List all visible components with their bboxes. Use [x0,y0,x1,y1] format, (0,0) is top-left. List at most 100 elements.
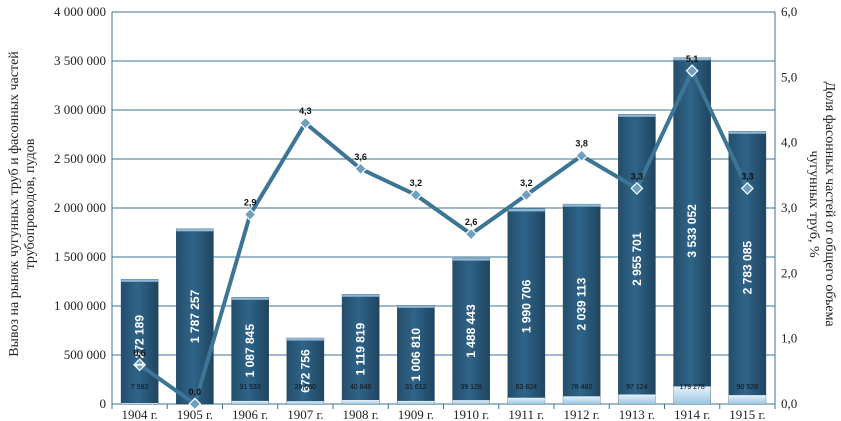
y-right-tick-label: 4,0 [781,135,797,150]
x-tick-label: 1908 г. [342,407,378,421]
bar-fittings-label: 28 660 [295,384,317,391]
bar-total [673,57,711,405]
bar-total-label: 2 783 085 [740,241,754,295]
bar-total [231,297,269,405]
share-label: 3,3 [631,171,644,181]
x-tick-label: 1910 г. [453,407,489,421]
bar-total-top [397,305,435,308]
share-point [464,227,478,241]
bar-total [341,294,380,405]
y-left-tick-label: 1 500 000 [54,249,106,264]
share-label: 2,9 [244,198,257,208]
y-left-tick-label: 1 000 000 [54,298,106,313]
share-point [409,188,423,202]
share-point [740,181,754,195]
bar-fittings [231,400,269,404]
bar-fittings [673,386,711,404]
bar-fittings-label: 39 128 [460,384,482,391]
y-axis-right-title: Доля фасонных частей от общего объемачуг… [806,81,837,327]
x-tick-label: 1912 г. [563,407,599,421]
bar-fittings-label: 63 824 [516,384,538,391]
y-right-tick-label: 1,0 [781,331,797,346]
bar-total-label: 1 488 443 [464,304,478,358]
share-label: 0,6 [133,348,146,358]
bar-total-label: 2 039 113 [575,277,589,330]
share-point [188,397,202,411]
y-right-tick-label: 0,0 [781,396,797,411]
y-left-tick-label: 2 500 000 [54,151,106,166]
bar-fittings-label: 7 592 [131,384,149,391]
x-tick-label: 1915 г. [729,407,765,421]
x-tick-label: 1909 г. [398,407,434,421]
bar-total-label: 1 119 819 [354,322,368,375]
share-label: 0,0 [189,387,202,397]
share-line [133,64,754,411]
bar-fittings-label: 97 124 [626,384,648,391]
bar-total-label: 2 955 701 [630,232,644,286]
share-label: 2,6 [465,217,478,227]
bar-fittings [121,403,159,404]
bar-total-top [342,294,380,297]
bar-fittings [342,399,380,404]
share-point [630,181,644,195]
bar-total-top [231,297,269,300]
share-label: 3,2 [520,178,533,188]
bar-total-label: 1 787 257 [188,289,202,343]
bar-total [507,208,546,405]
bar-total [120,279,159,405]
share-point [133,358,147,372]
bar-total-top [563,204,601,207]
share-point [685,64,699,78]
bar-total-top [121,279,159,282]
bar-fittings [563,396,601,404]
share-label: 4,3 [299,106,312,116]
x-tick-label: 1905 г. [177,407,213,421]
bar-fittings-label: 31 612 [405,384,427,391]
share-line-path [138,68,750,406]
bar-total-top [507,208,545,212]
bar-total [286,337,325,405]
bar-total-top [673,57,711,61]
y-right-tick-label: 6,0 [781,4,797,19]
bar-total-label: 3 533 052 [685,204,699,258]
bar-fittings [397,400,435,404]
bars-total [120,57,767,405]
axes: 0 500 000 1 000 000 1 500 000 2 000 000 2 500… [54,4,797,421]
bar-total-label: 1 006 810 [409,328,423,382]
y-right-tick-label: 2,0 [781,265,797,280]
bar-fittings-label: 31 533 [239,384,261,391]
data-labels: 1 272 189 1 787 257 1 087 845 672 756 1 119 … [131,54,758,397]
share-label: 3,6 [354,152,367,162]
bar-total-top [452,258,490,261]
x-tick-label: 1904 г. [121,407,157,421]
y-left-tick-label: 500 000 [64,347,106,362]
share-label: 3,3 [741,171,754,181]
x-tick-label: 1913 г. [619,407,655,421]
share-point [243,208,257,222]
y-left-tick-label: 0 [100,396,107,411]
y-left-tick-label: 4 000 000 [54,4,106,19]
share-label: 3,8 [575,139,588,149]
x-tick-label: 1911 г. [508,407,544,421]
x-tick-label: 1914 г. [674,407,710,421]
bar-fittings [286,401,324,404]
x-tick-label: 1907 г. [287,407,323,421]
bar-total [728,131,767,405]
share-label: 3,2 [410,178,423,188]
bar-total-label: 672 756 [298,349,312,393]
x-tick-label: 1906 г. [232,407,268,421]
y-right-tick-label: 3,0 [781,200,797,215]
bar-total-top [618,114,656,117]
bar-total-label: 1 087 845 [243,324,257,378]
share-point [354,162,368,176]
y-left-tick-label: 3 500 000 [54,53,106,68]
bar-fittings-label: 78 482 [571,384,593,391]
y-left-tick-label: 2 000 000 [54,200,106,215]
y-axis-left-title: Вывоз на рынок чугунных труб и фасонных … [7,51,38,357]
bar-fittings-label: 90 528 [737,384,759,391]
bar-total-label: 1 990 706 [519,279,533,333]
bar-fittings [452,400,490,404]
bar-fittings [507,397,545,404]
bar-fittings-label: 179 278 [679,384,704,391]
share-point [575,149,589,163]
